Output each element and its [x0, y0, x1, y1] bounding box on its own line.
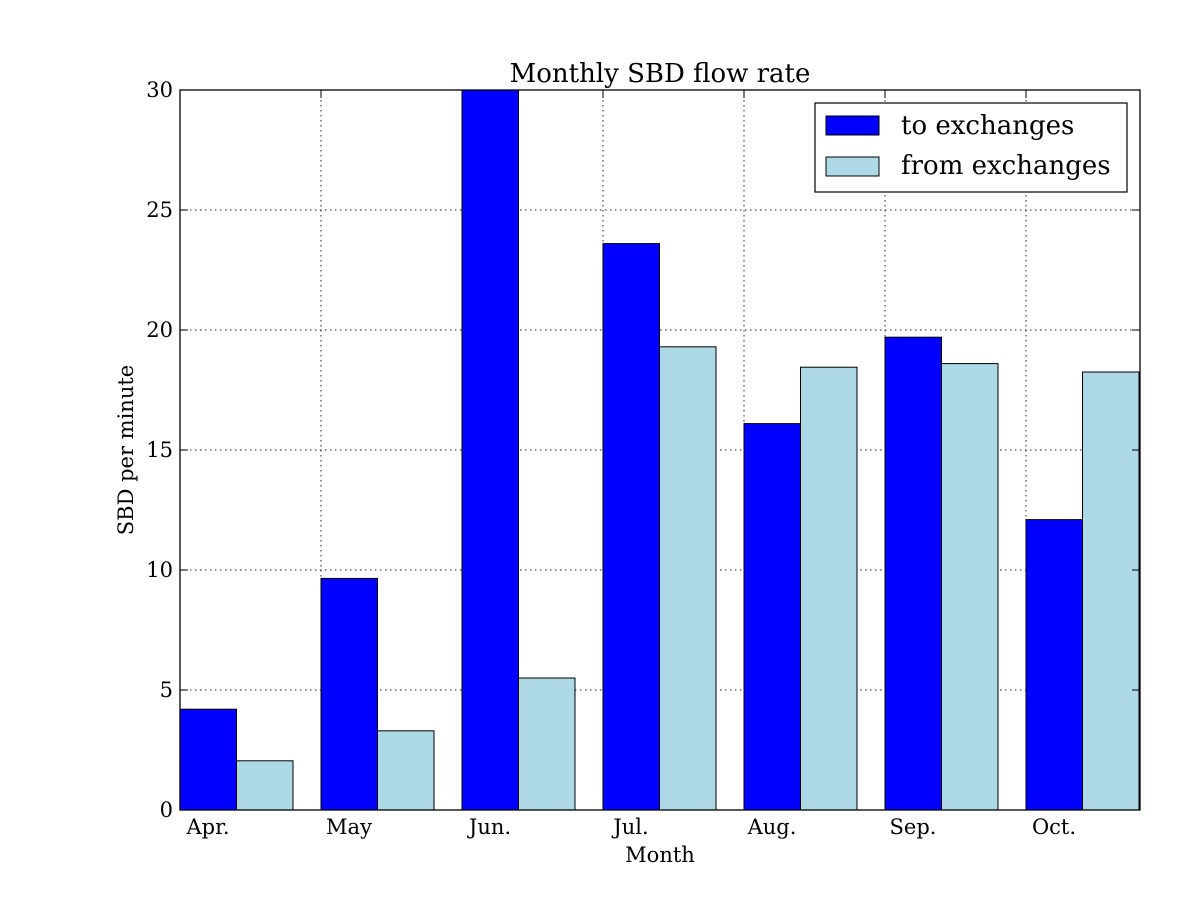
bar-to-exchanges: [743, 423, 801, 810]
y-tick-labels: 0 5 10 15 20 25 30: [146, 78, 173, 822]
bar-from-exchanges: [377, 730, 435, 810]
bar-to-exchanges: [884, 336, 942, 810]
bar-from-exchanges: [1082, 371, 1140, 810]
y-tick-label: 5: [160, 678, 173, 702]
y-axis-label: SBD per minute: [114, 365, 138, 535]
y-tick-label: 20: [146, 318, 173, 342]
legend-label-to-exchanges: to exchanges: [901, 111, 1074, 141]
bar-to-exchanges: [602, 243, 660, 810]
bar-to-exchanges: [461, 90, 519, 810]
legend-swatch-to-exchanges: [825, 115, 880, 136]
bars: [180, 90, 1140, 810]
bar-from-exchanges: [518, 677, 576, 810]
y-tick-label: 10: [146, 558, 173, 582]
x-tick-label: May: [326, 815, 372, 839]
x-tick-label: Sep.: [890, 815, 937, 839]
x-tick-label: Aug.: [747, 815, 797, 839]
legend: to exchanges from exchanges: [814, 102, 1128, 193]
y-tick-label: 0: [160, 798, 173, 822]
bar-to-exchanges: [320, 577, 378, 810]
y-tick-label: 25: [146, 198, 173, 222]
bar-from-exchanges: [800, 366, 858, 810]
y-tick-label: 15: [146, 438, 173, 462]
y-tick-label: 30: [146, 78, 173, 102]
legend-swatch-from-exchanges: [825, 156, 880, 177]
bar-from-exchanges: [236, 760, 294, 810]
bar-to-exchanges: [180, 708, 237, 810]
bar-from-exchanges: [941, 363, 999, 810]
x-tick-label: Apr.: [185, 815, 229, 839]
x-tick-label: Jun.: [467, 815, 511, 839]
x-tick-label: Jul.: [611, 815, 648, 839]
x-tick-labels: Apr. May Jun. Jul. Aug. Sep. Oct.: [185, 815, 1076, 839]
x-axis-label: Month: [625, 843, 695, 867]
legend-label-from-exchanges: from exchanges: [901, 151, 1111, 181]
bar-from-exchanges: [659, 346, 717, 810]
x-tick-label: Oct.: [1032, 815, 1076, 839]
axis-ticks: [179, 89, 1140, 811]
chart-title: Monthly SBD flow rate: [510, 59, 811, 89]
bar-to-exchanges: [1025, 519, 1083, 810]
